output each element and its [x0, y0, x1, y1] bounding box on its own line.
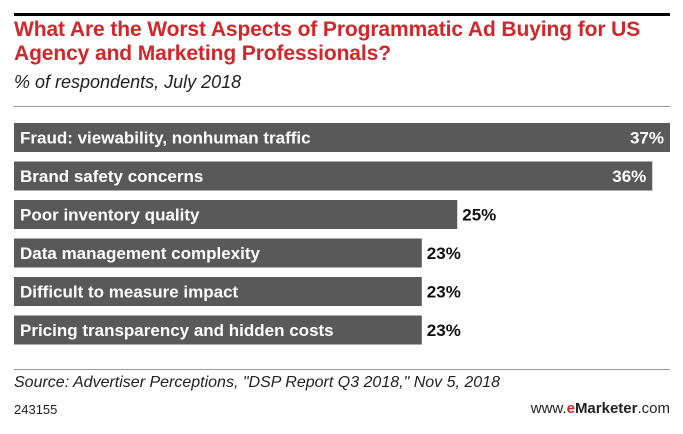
chart-subtitle: % of respondents, July 2018	[14, 72, 242, 92]
bar-value-label: 23%	[427, 283, 461, 302]
bar-value-label: 23%	[427, 321, 461, 340]
bar-category-label: Fraud: viewability, nonhuman traffic	[20, 129, 311, 148]
bar-category-label: Data management complexity	[20, 244, 261, 263]
footer-divider	[14, 369, 670, 370]
source-note: Source: Advertiser Perceptions, "DSP Rep…	[14, 374, 500, 391]
top-rule	[14, 13, 670, 16]
bar	[14, 238, 422, 268]
chart-id: 243155	[14, 402, 58, 417]
brand-logo[interactable]: www.eMarketer.com	[531, 400, 670, 418]
bar-category-label: Difficult to measure impact	[20, 283, 239, 302]
brand-prefix: www.	[530, 400, 567, 417]
bar-category-label: Brand safety concerns	[20, 167, 203, 186]
brand-em: e	[566, 400, 575, 417]
header-divider	[14, 106, 670, 107]
bar-category-label: Poor inventory quality	[20, 206, 200, 225]
brand-name: Marketer	[574, 400, 638, 417]
bar	[14, 200, 458, 229]
bar	[14, 123, 670, 152]
bar-category-label: Pricing transparency and hidden costs	[20, 321, 334, 340]
bar-value-label: 25%	[462, 206, 496, 225]
bar	[14, 277, 422, 306]
brand-suffix: .com	[637, 400, 670, 417]
chart-title: What Are the Worst Aspects of Programmat…	[14, 18, 641, 65]
bar-value-label: 37%	[630, 129, 664, 148]
bar-value-label: 23%	[427, 244, 461, 263]
bar-value-label: 36%	[612, 167, 646, 186]
bar	[14, 315, 422, 345]
bar	[14, 161, 653, 191]
